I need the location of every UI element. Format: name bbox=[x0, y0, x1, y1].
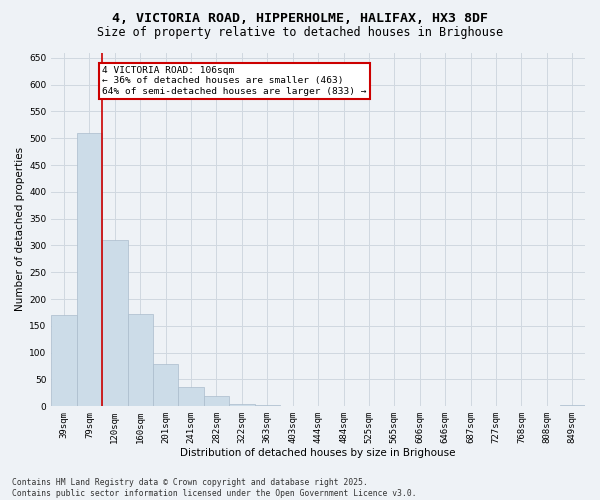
Bar bbox=[77, 133, 102, 406]
Bar bbox=[254, 405, 280, 406]
Y-axis label: Number of detached properties: Number of detached properties bbox=[15, 148, 25, 312]
Bar bbox=[204, 396, 229, 406]
Bar bbox=[128, 314, 153, 406]
Bar bbox=[229, 404, 254, 406]
Bar bbox=[51, 315, 77, 406]
Bar bbox=[153, 364, 178, 406]
Text: Contains HM Land Registry data © Crown copyright and database right 2025.
Contai: Contains HM Land Registry data © Crown c… bbox=[12, 478, 416, 498]
Text: Size of property relative to detached houses in Brighouse: Size of property relative to detached ho… bbox=[97, 26, 503, 39]
Text: 4 VICTORIA ROAD: 106sqm
← 36% of detached houses are smaller (463)
64% of semi-d: 4 VICTORIA ROAD: 106sqm ← 36% of detache… bbox=[102, 66, 367, 96]
Bar bbox=[178, 388, 204, 406]
Bar bbox=[102, 240, 128, 406]
Text: 4, VICTORIA ROAD, HIPPERHOLME, HALIFAX, HX3 8DF: 4, VICTORIA ROAD, HIPPERHOLME, HALIFAX, … bbox=[112, 12, 488, 26]
X-axis label: Distribution of detached houses by size in Brighouse: Distribution of detached houses by size … bbox=[181, 448, 456, 458]
Bar bbox=[560, 405, 585, 406]
